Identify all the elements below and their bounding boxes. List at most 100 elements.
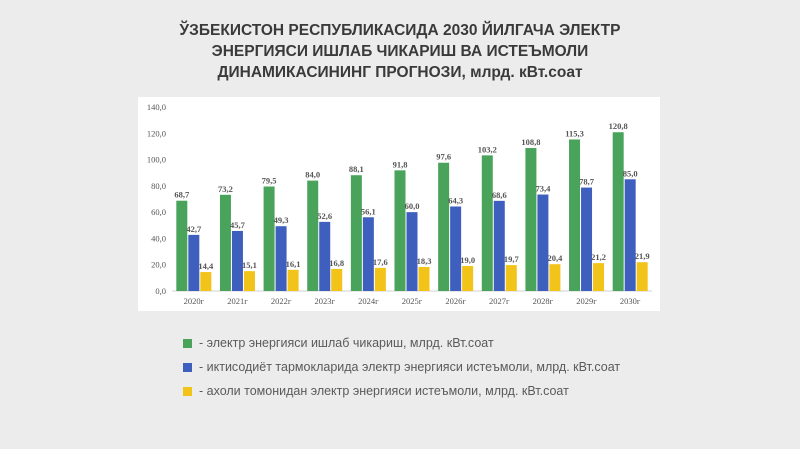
data-label: 88,1 xyxy=(349,164,364,174)
bar-chart: 0,0 20,0 40,0 60,0 80,0 100,0 120,0 140,0 68,7 42… xyxy=(147,102,652,306)
data-label: 78,7 xyxy=(579,177,595,187)
y-tick-label: 140,0 xyxy=(147,102,166,112)
data-label: 120,8 xyxy=(609,121,628,131)
chart-plot-area: 0,0 20,0 40,0 60,0 80,0 100,0 120,0 140,0 68,7 42… xyxy=(138,97,660,311)
bar-economy xyxy=(362,217,374,291)
data-label: 79,5 xyxy=(262,176,277,186)
y-tick-label: 80,0 xyxy=(151,181,166,191)
data-label: 97,6 xyxy=(436,152,451,162)
data-label: 103,2 xyxy=(478,144,497,154)
title-line-1: ЎЗБЕКИСТОН РЕСПУБЛИКАСИДА 2030 ЙИЛГАЧА Э… xyxy=(179,22,621,39)
bar-production xyxy=(219,194,231,291)
legend-item-production: - электр энергияси ишлаб чикариш, млрд. … xyxy=(183,331,620,355)
data-label: 68,6 xyxy=(492,190,507,200)
bar-economy xyxy=(319,221,331,291)
bar-economy xyxy=(188,234,200,291)
bar-economy xyxy=(406,212,418,291)
chart-legend: - электр энергияси ишлаб чикариш, млрд. … xyxy=(183,331,620,403)
bar-household xyxy=(374,267,386,291)
bar-household xyxy=(636,262,648,291)
data-label: 17,6 xyxy=(373,257,388,267)
data-label: 15,1 xyxy=(242,260,257,270)
y-tick-label: 20,0 xyxy=(151,260,166,270)
bar-household xyxy=(418,266,430,291)
y-tick-label: 100,0 xyxy=(147,155,166,165)
title-line-2: ЭНЕРГИЯСИ ИШЛАБ ЧИКАРИШ ВА ИСТЕЪМОЛИ xyxy=(211,43,589,60)
bar-production xyxy=(525,148,537,291)
data-label: 14,4 xyxy=(198,261,214,271)
legend-swatch-production xyxy=(183,338,192,348)
data-label: 85,0 xyxy=(623,168,638,178)
bar-economy xyxy=(624,179,636,291)
bar-economy xyxy=(537,194,549,291)
bar-household xyxy=(549,264,561,291)
data-label: 18,3 xyxy=(417,256,432,266)
x-tick-label: 2020г xyxy=(184,296,205,306)
x-tick-label: 2022г xyxy=(271,296,292,306)
bar-production xyxy=(176,200,188,291)
data-label: 115,3 xyxy=(565,128,584,138)
x-tick-label: 2030г xyxy=(620,296,641,306)
bar-production xyxy=(438,162,450,291)
title-line-3: ДИНАМИКАСИНИНГ ПРОГНОЗИ, млрд. кВт.соат xyxy=(217,64,583,81)
bar-production xyxy=(307,180,319,291)
bar-production xyxy=(263,186,275,291)
bar-economy xyxy=(275,226,287,291)
bar-household xyxy=(462,266,474,291)
bar-production xyxy=(394,170,406,291)
data-label: 108,8 xyxy=(521,137,540,147)
bar-production xyxy=(612,132,624,291)
x-tick-label: 2028г xyxy=(533,296,554,306)
bar-economy xyxy=(493,200,505,291)
data-label: 73,2 xyxy=(218,184,233,194)
bar-household xyxy=(200,272,212,291)
x-tick-label: 2021г xyxy=(227,296,248,306)
x-tick-label: 2027г xyxy=(489,296,510,306)
data-label: 73,4 xyxy=(535,184,551,194)
bar-production xyxy=(481,155,493,291)
legend-label-economy-consumption: - иктисодиёт тармокларида электр энергия… xyxy=(199,360,621,374)
bar-economy xyxy=(450,206,462,291)
x-tick-label: 2029г xyxy=(576,296,597,306)
x-tick-label: 2025г xyxy=(402,296,423,306)
legend-item-household-consumption: - ахоли томонидан электр энергияси истеъ… xyxy=(183,379,620,403)
data-label: 21,9 xyxy=(635,251,650,261)
data-label: 64,3 xyxy=(448,195,463,205)
x-tick-label: 2023г xyxy=(314,296,335,306)
bar-household xyxy=(331,268,343,291)
bar-economy xyxy=(581,187,593,291)
data-label: 49,3 xyxy=(274,215,289,225)
data-label: 60,0 xyxy=(405,201,420,211)
bar-household xyxy=(505,265,517,291)
data-label: 45,7 xyxy=(230,220,246,230)
bar-production xyxy=(350,175,362,291)
data-label: 68,7 xyxy=(174,190,190,200)
data-label: 16,8 xyxy=(329,258,344,268)
legend-swatch-household-consumption xyxy=(183,386,192,396)
legend-label-household-consumption: - ахоли томонидан электр энергияси истеъ… xyxy=(199,384,569,398)
y-tick-label: 120,0 xyxy=(147,128,166,138)
data-label: 52,6 xyxy=(317,211,332,221)
data-label: 91,8 xyxy=(393,159,408,169)
bar-household xyxy=(243,271,255,291)
legend-swatch-economy-consumption xyxy=(183,362,192,372)
data-label: 56,1 xyxy=(361,206,376,216)
data-label: 20,4 xyxy=(547,253,563,263)
bar-economy xyxy=(231,230,243,291)
legend-label-production: - электр энергияси ишлаб чикариш, млрд. … xyxy=(199,336,494,350)
chart-title: ЎЗБЕКИСТОН РЕСПУБЛИКАСИДА 2030 ЙИЛГАЧА Э… xyxy=(0,20,800,83)
y-tick-label: 60,0 xyxy=(151,207,166,217)
bar-production xyxy=(569,139,581,291)
x-tick-label: 2026г xyxy=(445,296,466,306)
legend-item-economy-consumption: - иктисодиёт тармокларида электр энергия… xyxy=(183,355,620,379)
data-label: 42,7 xyxy=(186,224,202,234)
data-label: 21,2 xyxy=(591,252,606,262)
bar-household xyxy=(287,269,299,291)
y-tick-label: 0,0 xyxy=(155,286,166,296)
data-label: 19,7 xyxy=(504,254,520,264)
data-label: 84,0 xyxy=(305,170,320,180)
bar-household xyxy=(593,263,605,291)
x-tick-label: 2024г xyxy=(358,296,379,306)
y-tick-label: 40,0 xyxy=(151,233,166,243)
data-label: 16,1 xyxy=(286,259,301,269)
